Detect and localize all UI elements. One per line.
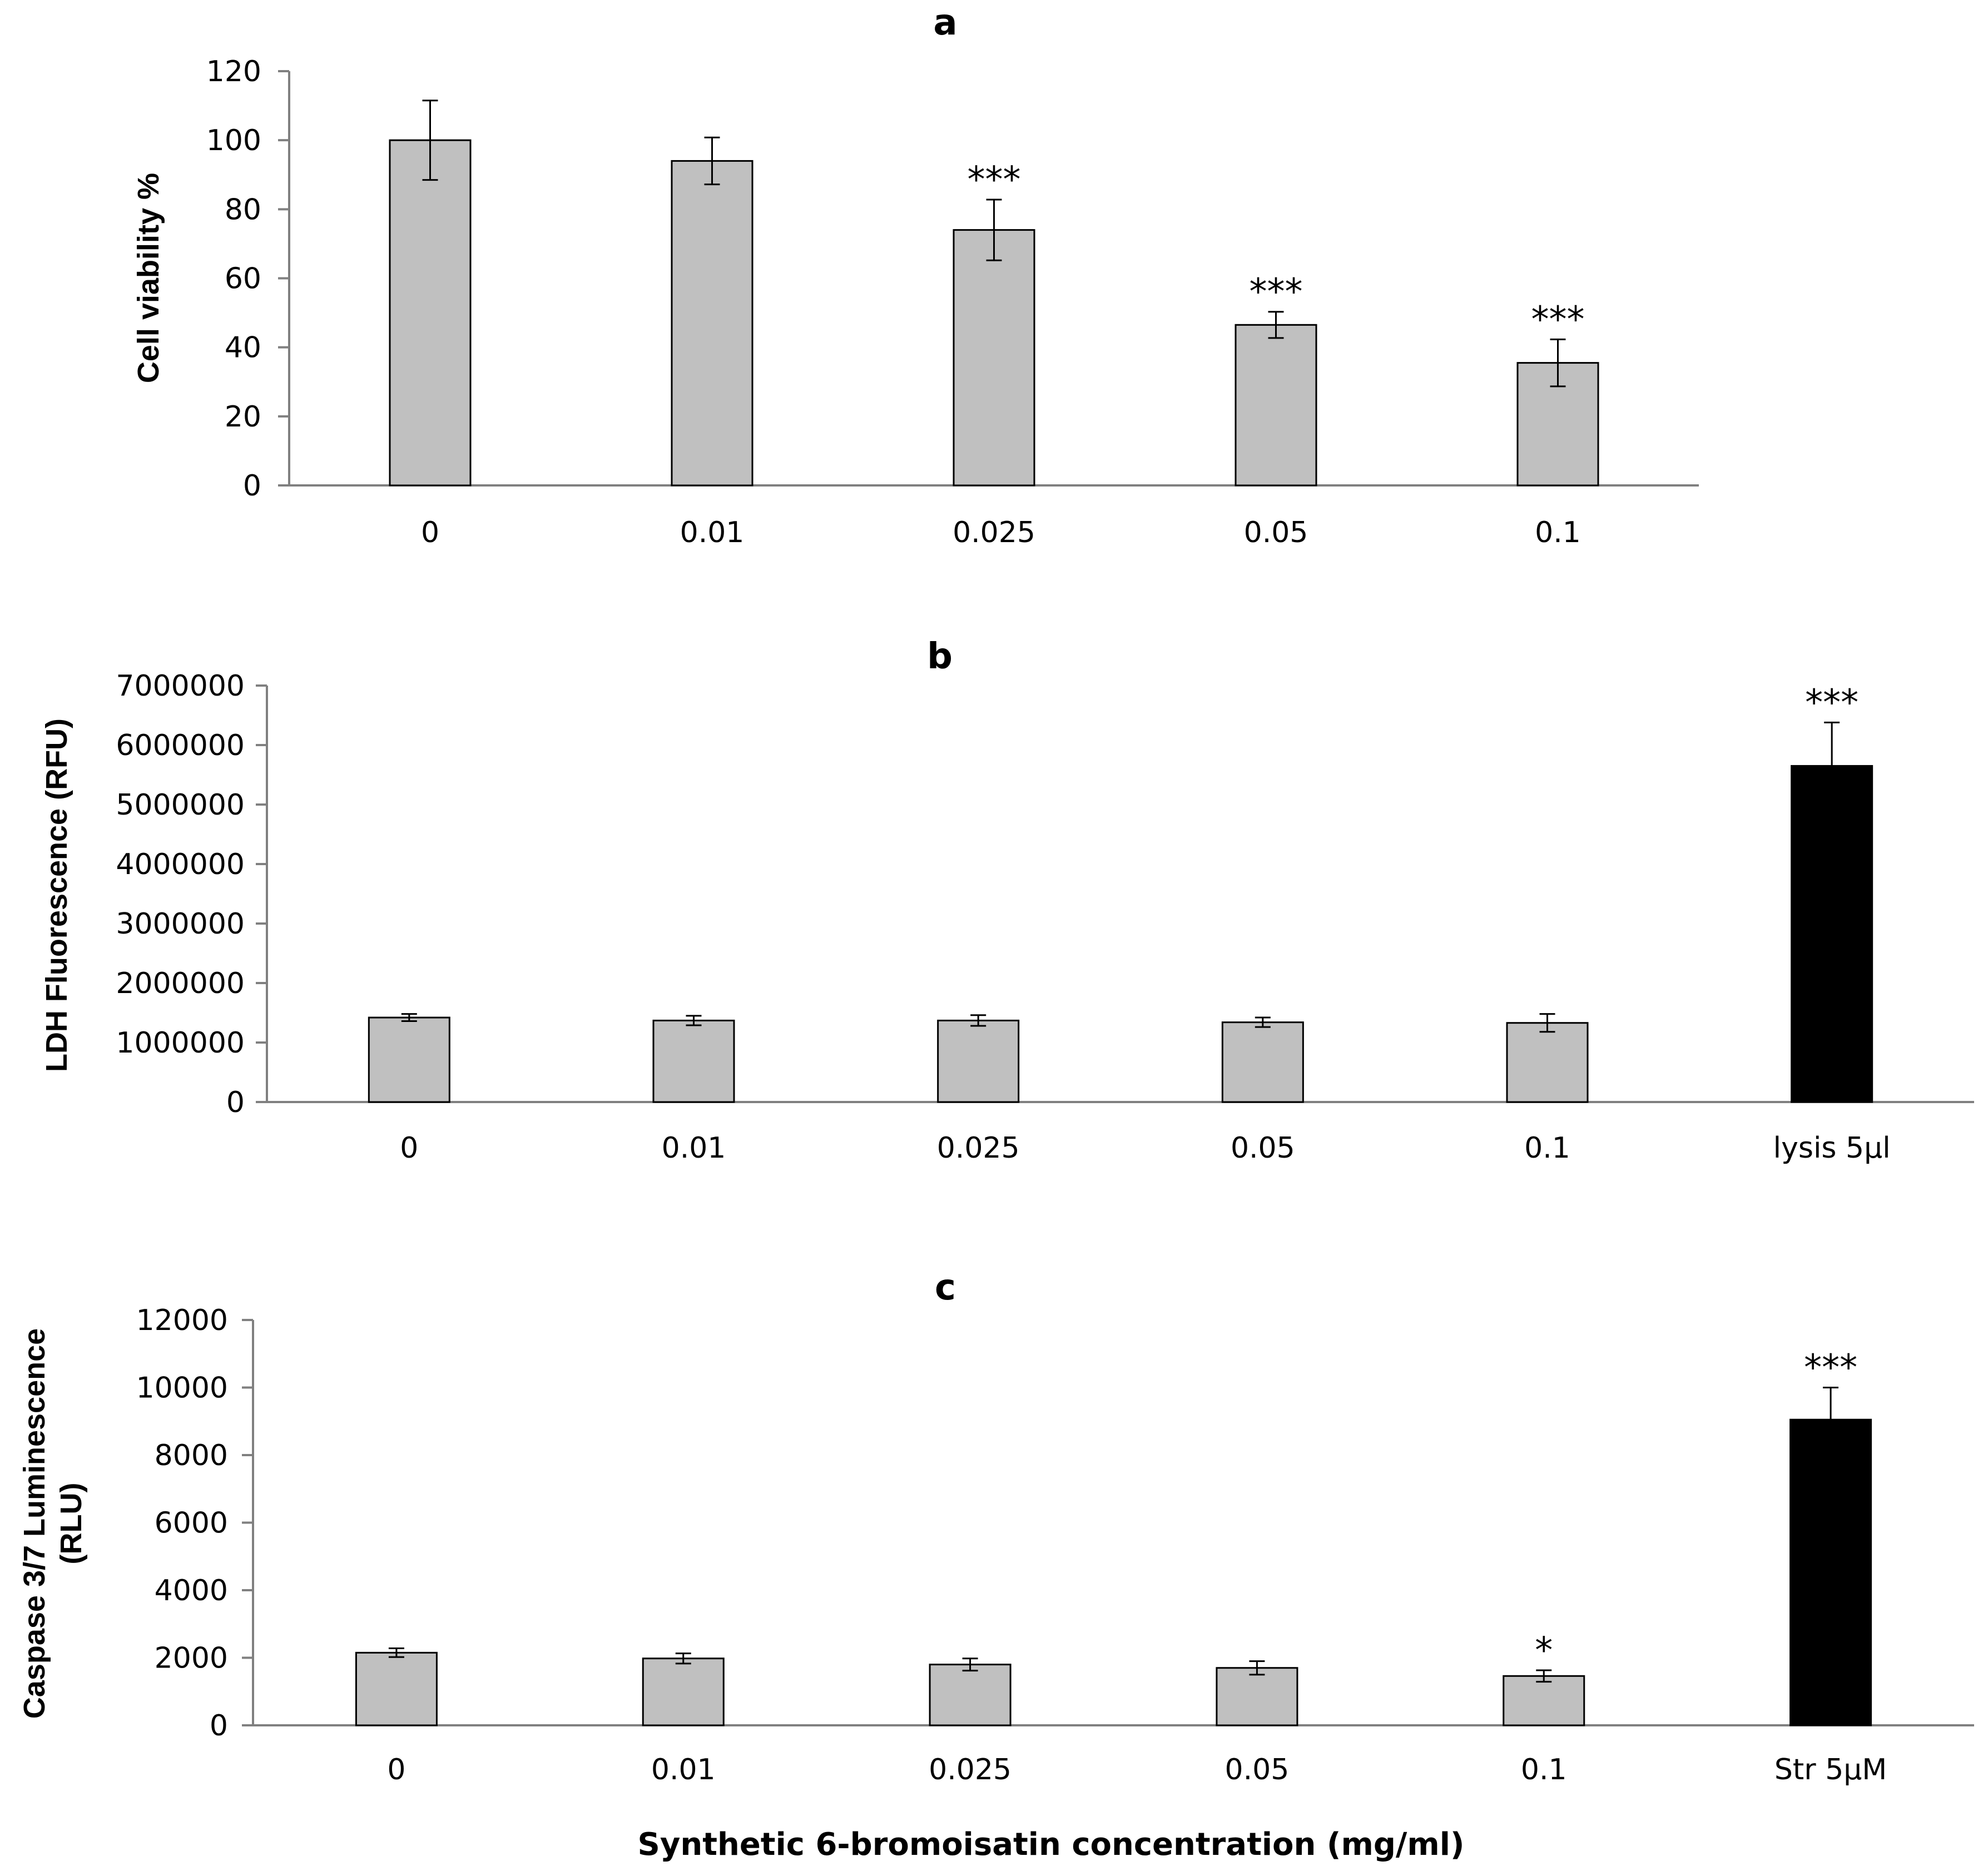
y-tick-label: 6000 — [155, 1507, 228, 1540]
category-label: Str 5µM — [1774, 1753, 1887, 1786]
category-label: 0.1 — [1524, 1131, 1570, 1165]
y-tick-label: 0 — [226, 1086, 245, 1119]
significance-marker: *** — [1250, 272, 1303, 313]
bar-c-3 — [1216, 1667, 1298, 1726]
category-label: 0.01 — [680, 516, 745, 549]
category-label: 0 — [421, 516, 439, 549]
y-tick-label: 60 — [225, 262, 261, 296]
category-label: 0.1 — [1535, 516, 1581, 549]
shared-x-axis-label: Synthetic 6-bromoisatin concentration (m… — [637, 1827, 1464, 1863]
bar-c-5 — [1789, 1418, 1872, 1726]
y-tick-label: 80 — [225, 193, 261, 226]
bar-b-1 — [652, 1019, 735, 1103]
bar-a-3 — [1235, 324, 1317, 487]
significance-marker: *** — [1805, 682, 1858, 723]
bar-b-4 — [1506, 1022, 1589, 1103]
y-tick-label: 12000 — [136, 1304, 228, 1337]
bar-a-4 — [1516, 362, 1599, 487]
category-label: 0.05 — [1225, 1753, 1290, 1786]
category-label: 0.1 — [1521, 1753, 1567, 1786]
bar-b-0 — [368, 1016, 450, 1103]
y-tick-label: 4000000 — [116, 848, 245, 881]
category-label: 0.025 — [929, 1753, 1012, 1786]
bar-b-3 — [1221, 1021, 1304, 1103]
y-axis-label-line: (RLU) — [54, 1483, 88, 1565]
panel-c-chart: c 0 2000 4000 6000 8000 10000 12000 Caspase 3/7 … — [18, 1267, 1974, 1786]
y-tick-label: 2000000 — [116, 967, 245, 1000]
y-tick-label: 3000000 — [116, 907, 245, 941]
category-label: 0.025 — [937, 1131, 1020, 1165]
bar-a-0 — [389, 139, 472, 487]
y-tick-label: 10000 — [136, 1372, 228, 1405]
bar-c-4 — [1503, 1675, 1585, 1726]
y-tick-label: 120 — [206, 55, 261, 88]
y-axis-label: Cell viability % — [132, 173, 165, 383]
y-tick-label: 7000000 — [116, 669, 245, 703]
category-label: 0 — [400, 1131, 418, 1165]
y-tick-label: 0 — [210, 1709, 228, 1743]
y-tick-label: 100 — [206, 124, 261, 157]
category-label: 0.05 — [1244, 516, 1308, 549]
chart-title-a: a — [933, 2, 957, 43]
chart-title-c: c — [935, 1267, 956, 1308]
significance-marker: *** — [1804, 1348, 1857, 1389]
bar-a-2 — [953, 229, 1035, 487]
category-label: 0.05 — [1231, 1131, 1295, 1165]
y-tick-label: 40 — [225, 331, 261, 365]
chart-title-b: b — [927, 636, 953, 677]
significance-marker: *** — [968, 160, 1021, 201]
y-tick-label: 20 — [225, 400, 261, 434]
y-axis-label-line: Caspase 3/7 Luminescence — [18, 1328, 51, 1719]
bar-c-1 — [642, 1657, 725, 1726]
y-tick-label: 8000 — [155, 1439, 228, 1472]
y-axis-label: LDH Fluorescence (RFU) — [40, 718, 73, 1072]
category-label: 0.01 — [662, 1131, 726, 1165]
y-tick-label: 0 — [243, 469, 261, 503]
bar-b-2 — [937, 1019, 1020, 1103]
panel-b-chart: b 0 1000000 2000000 3000000 4000000 5000000 600… — [40, 636, 1974, 1165]
category-label: 0.01 — [651, 1753, 716, 1786]
panel-a-chart: a 0 20 40 60 80 100 120 Cell viability % 0 0.01 ***… — [132, 2, 1699, 549]
y-axis-label: Caspase 3/7 Luminescence (RLU) — [18, 1328, 88, 1719]
bar-c-0 — [355, 1651, 438, 1726]
category-label: 0 — [387, 1753, 405, 1786]
y-tick-label: 2000 — [155, 1642, 228, 1675]
bar-c-2 — [929, 1664, 1012, 1726]
y-tick-label: 6000000 — [116, 729, 245, 762]
category-label: lysis 5µl — [1773, 1131, 1891, 1165]
bar-b-5 — [1791, 765, 1873, 1103]
significance-marker: *** — [1531, 299, 1585, 340]
significance-marker: * — [1535, 1630, 1553, 1671]
bar-a-1 — [671, 160, 753, 487]
category-label: 0.025 — [953, 516, 1035, 549]
y-tick-label: 5000000 — [116, 788, 245, 822]
y-tick-label: 4000 — [155, 1574, 228, 1607]
y-tick-label: 1000000 — [116, 1026, 245, 1060]
